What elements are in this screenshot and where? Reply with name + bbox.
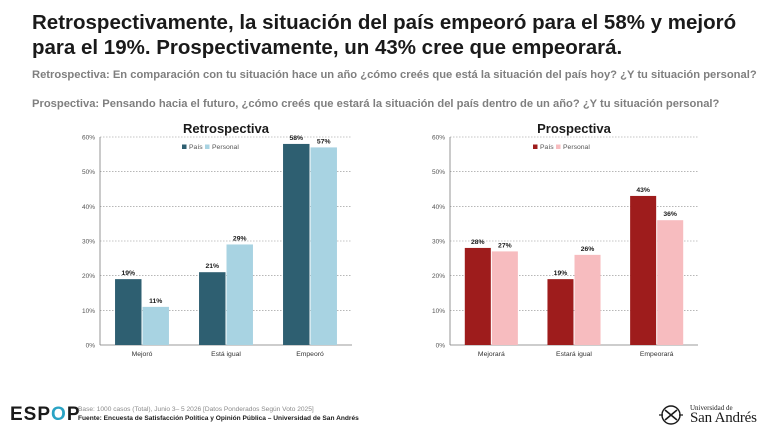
chart-2-legend-label: Personal: [563, 144, 590, 151]
udesa-logo-small: Universidad de: [690, 404, 733, 412]
chart-2-y-tick-label: 10%: [432, 308, 445, 315]
footer-source: Fuente: Encuesta de Satisfacción Polític…: [78, 415, 359, 422]
chart-1-y-tick-label: 30%: [82, 239, 95, 246]
chart-1-bar: [310, 147, 337, 345]
footer-base: Base: 1000 casos (Total), Junio 3– 5 202…: [78, 406, 314, 413]
chart-2-bar: [657, 220, 684, 345]
chart-1-x-tick-label: Empeoró: [296, 351, 324, 358]
chart-1-bar: [199, 272, 226, 345]
chart-2-bar: [574, 254, 601, 345]
chart-2-data-label: 43%: [636, 187, 650, 194]
chart-1-data-label: 21%: [205, 263, 219, 270]
chart-1-bar: [115, 279, 142, 345]
chart-2-legend-label: País: [540, 144, 554, 151]
chart-1-y-tick-label: 20%: [82, 273, 95, 280]
chart-1-x-tick-label: Mejoró: [132, 351, 153, 358]
udesa-logo-name: San Andrés: [690, 410, 757, 426]
chart-2-x-tick-label: Empeorará: [640, 351, 674, 358]
chart-2-data-label: 36%: [663, 211, 677, 218]
chart-2-legend-swatch: [533, 144, 538, 149]
chart-2-bar: [630, 195, 657, 345]
espop-logo: ESPOP: [10, 404, 81, 425]
chart-1-data-label: 11%: [149, 298, 162, 305]
chart-1-bar: [226, 244, 253, 345]
subtitle-prospectiva: Prospectiva: Pensando hacia el futuro, ¿…: [32, 98, 720, 110]
chart-1-legend-label: País: [189, 144, 203, 151]
chart-1-data-label: 58%: [289, 135, 303, 142]
chart-1-x-tick-label: Está igual: [211, 351, 241, 358]
chart-2-y-tick-label: 40%: [432, 204, 445, 211]
chart-2-x-tick-label: Mejorará: [478, 351, 505, 358]
chart-2-y-tick-label: 50%: [432, 169, 445, 176]
chart-1-y-tick-label: 50%: [82, 169, 95, 176]
chart-1-y-tick-label: 10%: [82, 308, 95, 315]
chart-2-x-tick-label: Estará igual: [556, 351, 592, 358]
chart-1-legend-swatch: [182, 144, 187, 149]
chart-1-bar: [283, 143, 310, 345]
chart-2-data-label: 27%: [498, 242, 512, 249]
chart-1-data-label: 29%: [233, 235, 247, 242]
chart-1-bar: [142, 306, 169, 345]
chart-1-legend-swatch: [205, 144, 210, 149]
chart-2-bar: [464, 247, 491, 345]
chart-2-data-label: 28%: [471, 239, 485, 246]
chart-2-y-tick-label: 30%: [432, 239, 445, 246]
chart-1-data-label: 19%: [121, 270, 135, 277]
subtitle-retrospectiva: Retrospectiva: En comparación con tu sit…: [32, 69, 757, 81]
udesa-seal-icon: [659, 405, 683, 425]
chart-1-y-tick-label: 0%: [86, 343, 96, 350]
chart-2-y-tick-label: 60%: [432, 135, 445, 142]
chart-2-y-tick-label: 0%: [436, 343, 446, 350]
chart-2-data-label: 19%: [554, 270, 568, 277]
chart-1-y-tick-label: 40%: [82, 204, 95, 211]
chart-2-title: Prospectiva: [537, 121, 611, 136]
chart-1-legend-label: Personal: [212, 144, 239, 151]
chart-1-title: Retrospectiva: [183, 121, 270, 136]
chart-1-data-label: 57%: [317, 138, 331, 145]
page-title: Retrospectivamente, la situación del paí…: [32, 11, 737, 59]
chart-1-y-tick-label: 60%: [82, 135, 95, 142]
chart-2-bar: [547, 279, 574, 345]
chart-2-bar: [491, 251, 518, 345]
chart-2-y-tick-label: 20%: [432, 273, 445, 280]
chart-2-data-label: 26%: [581, 246, 595, 253]
chart-2-legend-swatch: [556, 144, 561, 149]
